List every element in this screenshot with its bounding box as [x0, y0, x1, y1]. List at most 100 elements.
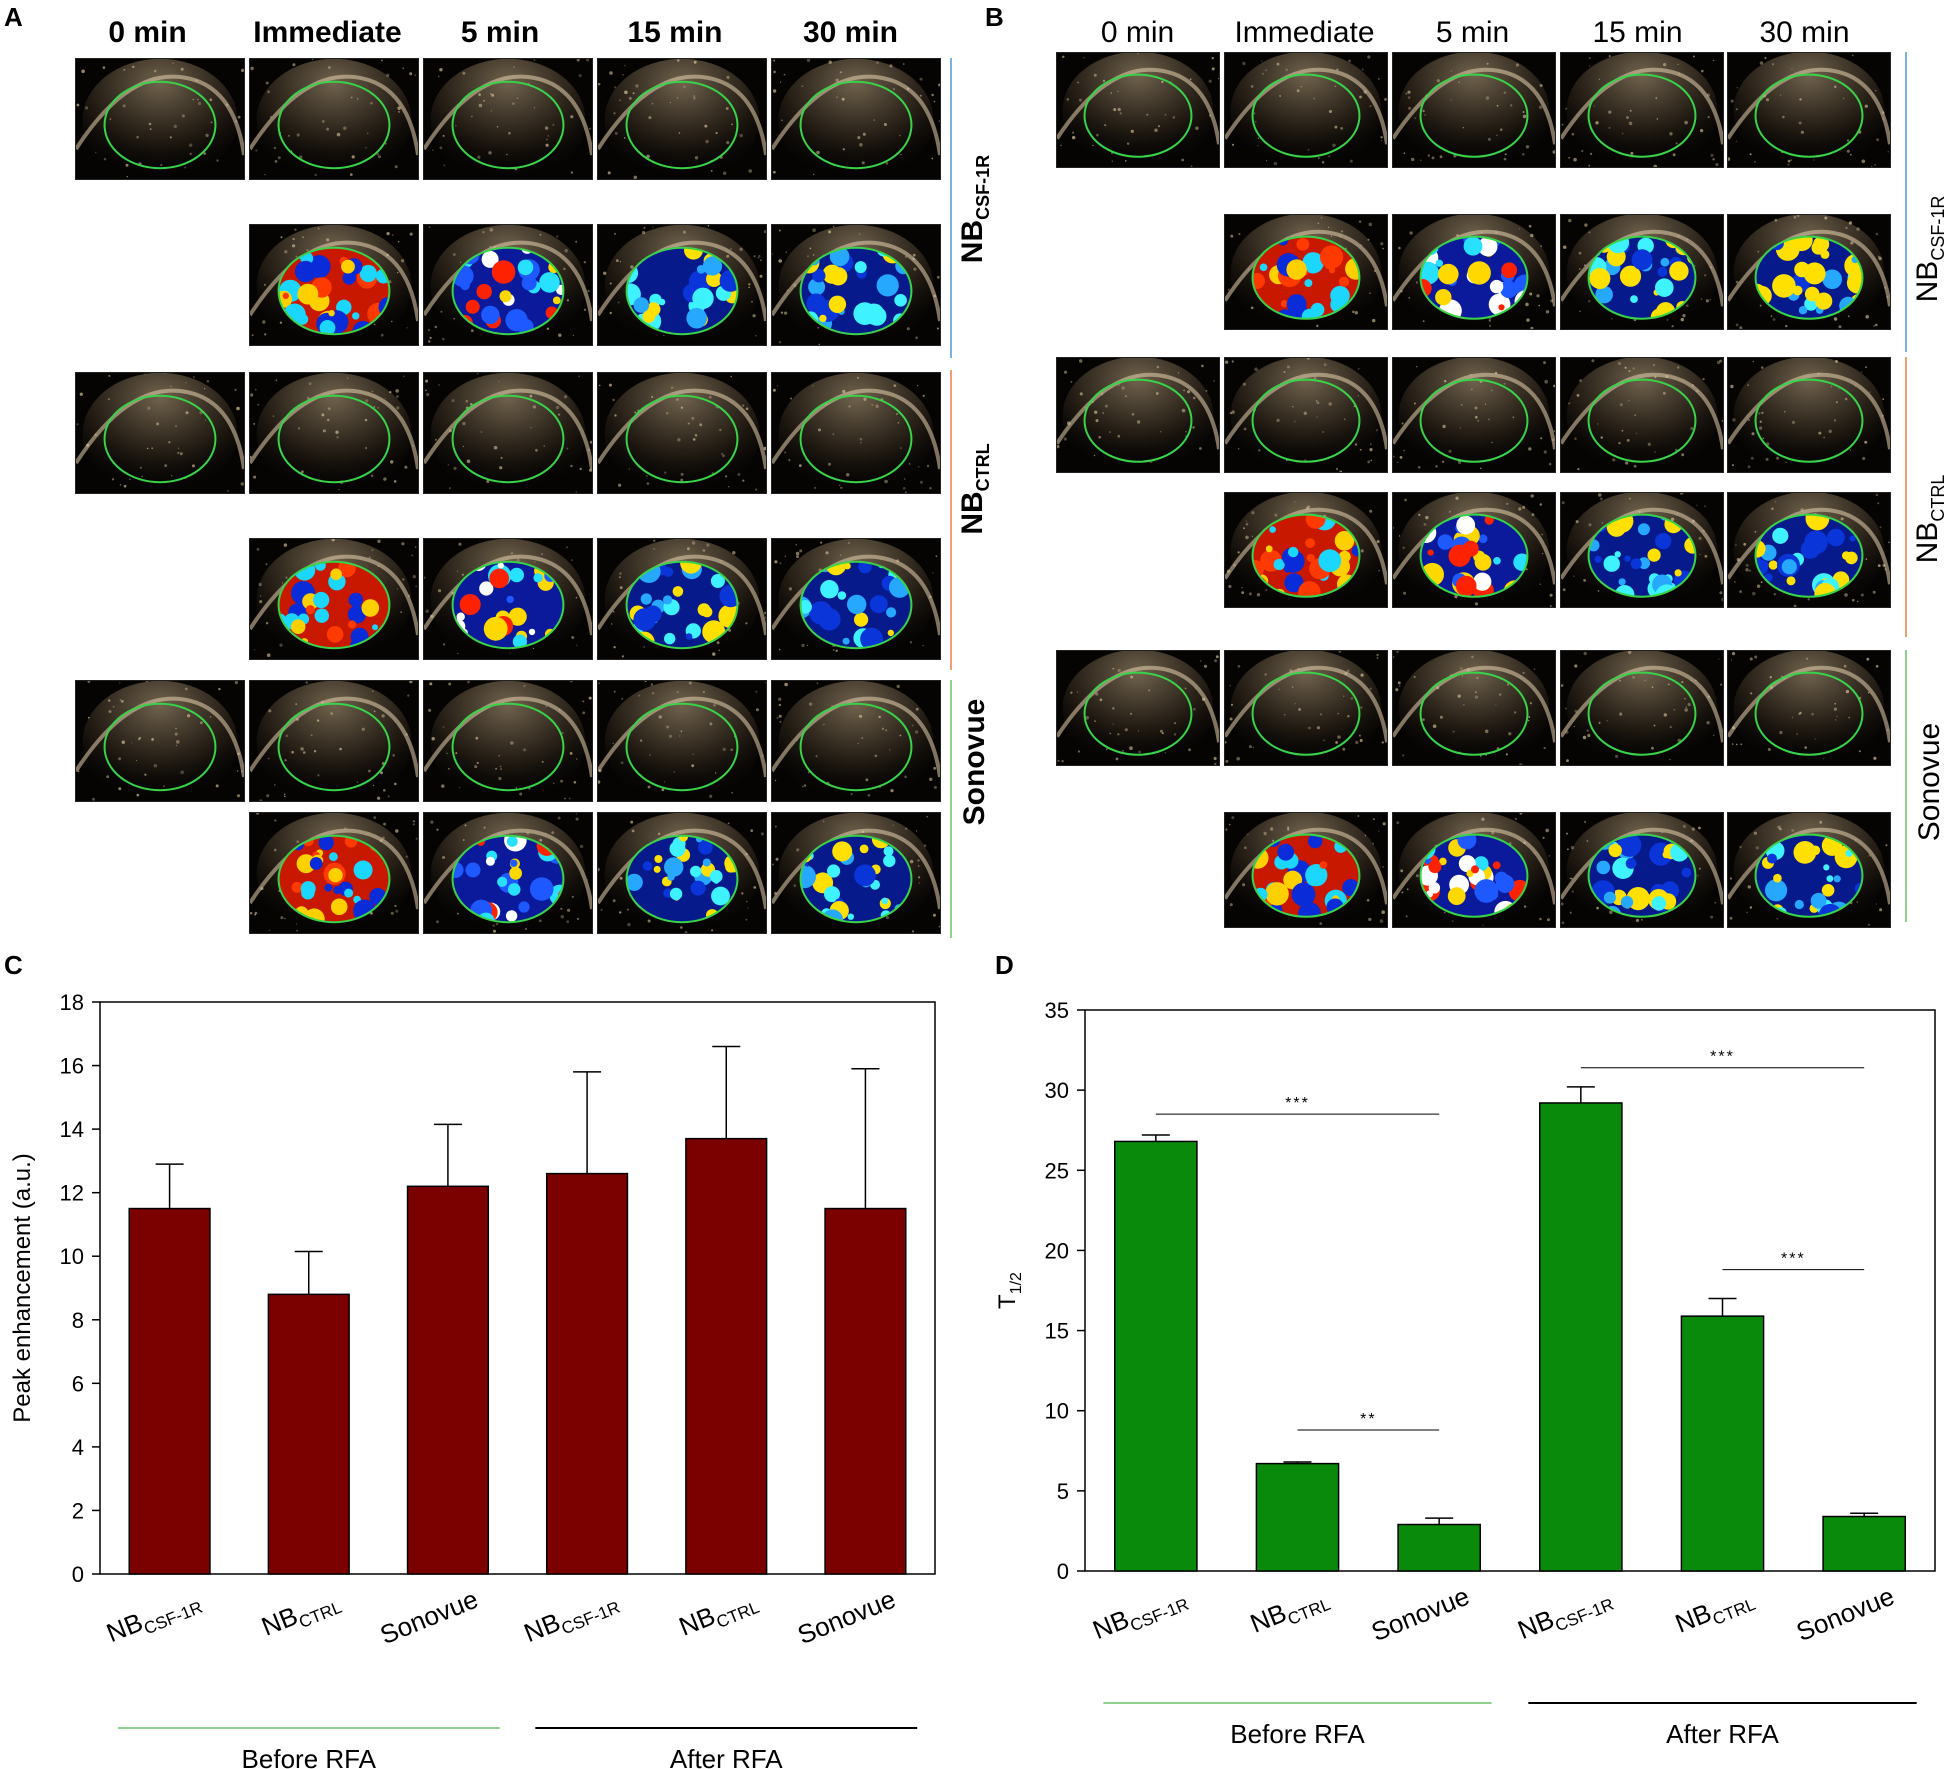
significance-stars: *** — [1781, 1251, 1806, 1268]
ultrasound-image — [1727, 650, 1891, 766]
ultrasound-image — [1727, 357, 1891, 473]
contrast-heatmap-image — [771, 812, 941, 934]
y-tick-label: 4 — [72, 1435, 84, 1460]
x-tick-label: Sonovue — [793, 1584, 899, 1650]
panel-b-row-label-nbctrl: NBCTRL — [1911, 474, 1948, 564]
panel-b-bracket-nbcsf — [1905, 52, 1907, 352]
contrast-heatmap-image — [1727, 812, 1891, 928]
ultrasound-image — [423, 58, 593, 180]
x-tick-label: NBCTRL — [675, 1584, 762, 1646]
x-tick-label: NBCSF-1R — [520, 1584, 623, 1652]
panel-a-row-label-sonovue: Sonovue — [958, 698, 991, 826]
ultrasound-image — [1224, 357, 1388, 473]
contrast-heatmap-image — [423, 538, 593, 660]
ultrasound-image — [1224, 650, 1388, 766]
plot-frame — [99, 1001, 936, 1575]
panel-a-col-header: 30 min — [802, 16, 899, 49]
contrast-heatmap-image — [1727, 492, 1891, 608]
panel-b-col-header: 30 min — [1759, 16, 1850, 49]
contrast-heatmap-image — [423, 812, 593, 934]
ultrasound-image — [1392, 357, 1556, 473]
y-tick-label: 35 — [1045, 998, 1069, 1023]
y-axis-label: T1/2 — [994, 1272, 1025, 1309]
ultrasound-image — [597, 680, 767, 802]
ultrasound-image — [1560, 357, 1724, 473]
ultrasound-image — [1056, 357, 1220, 473]
x-tick-label: Sonovue — [1367, 1581, 1473, 1647]
bar — [824, 1207, 907, 1575]
panel-label-d: D — [995, 950, 1014, 980]
group-label: Before RFA — [1230, 1719, 1365, 1749]
bar — [1255, 1462, 1340, 1572]
contrast-heatmap-image — [423, 224, 593, 346]
y-axis-label-sub: 1/2 — [1008, 1272, 1025, 1294]
ultrasound-image — [249, 680, 419, 802]
significance-stars: *** — [1710, 1049, 1735, 1066]
group-label: After RFA — [670, 1744, 783, 1769]
ultrasound-image — [1056, 52, 1220, 168]
ultrasound-image — [1056, 650, 1220, 766]
bar — [128, 1207, 211, 1575]
panel-b-bracket-sonovue — [1905, 650, 1907, 922]
y-axis-label: Peak enhancement (a.u.) — [9, 1153, 36, 1423]
ultrasound-image — [1560, 52, 1724, 168]
x-tick-label-sub: CTRL — [1285, 1595, 1333, 1629]
ultrasound-image — [1392, 52, 1556, 168]
contrast-heatmap-image — [1224, 214, 1388, 330]
bar — [685, 1137, 768, 1575]
y-tick-label: 8 — [72, 1308, 84, 1333]
panel-b-col-header: 0 min — [1100, 16, 1175, 49]
x-tick-label: Sonovue — [1792, 1581, 1898, 1647]
y-tick-label: 10 — [1045, 1399, 1069, 1424]
panel-a-row-label-nbctrl: NBCTRL — [956, 443, 993, 535]
x-tick-label-sub: CSF-1R — [1553, 1595, 1617, 1636]
ultrasound-image — [75, 58, 245, 180]
x-tick-label-sub: CSF-1R — [1128, 1595, 1192, 1636]
ultrasound-image — [1560, 650, 1724, 766]
ultrasound-image — [249, 58, 419, 180]
significance-stars: *** — [1285, 1095, 1310, 1112]
panel-b-col-header: Immediate — [1234, 16, 1375, 49]
ultrasound-image — [771, 680, 941, 802]
contrast-heatmap-image — [1392, 214, 1556, 330]
significance-stars: ** — [1360, 1411, 1376, 1428]
contrast-heatmap-image — [1560, 812, 1724, 928]
bar — [1397, 1523, 1482, 1572]
panel-b-row-label-sonovue: Sonovue — [1913, 722, 1946, 842]
contrast-heatmap-image — [597, 224, 767, 346]
panel-label-b: B — [985, 2, 1004, 32]
panel-b-row-label-nbcsf: NBCSF-1R — [1911, 195, 1948, 303]
y-tick-label: 25 — [1045, 1158, 1069, 1183]
y-tick-label: 12 — [60, 1181, 84, 1206]
panel-a-col-header: 0 min — [108, 16, 187, 49]
x-tick-label: NBCSF-1R — [102, 1584, 205, 1652]
y-tick-label: 15 — [1045, 1319, 1069, 1344]
bar — [545, 1172, 629, 1575]
bar — [1114, 1140, 1198, 1572]
panel-a-col-header: 15 min — [627, 16, 723, 49]
ultrasound-image — [249, 372, 419, 494]
panel-a-bracket-sonovue — [950, 680, 952, 938]
ultrasound-image — [771, 58, 941, 180]
group-label: Before RFA — [242, 1744, 377, 1769]
ultrasound-image — [1727, 52, 1891, 168]
y-tick-label: 10 — [60, 1244, 84, 1269]
panel-b-bracket-nbctrl — [1905, 357, 1907, 637]
contrast-heatmap-image — [597, 538, 767, 660]
ultrasound-image — [423, 372, 593, 494]
ultrasound-image — [597, 372, 767, 494]
y-tick-label: 2 — [72, 1498, 84, 1523]
ultrasound-image — [75, 680, 245, 802]
panel-a-col-header: Immediate — [253, 16, 402, 49]
contrast-heatmap-image — [1392, 812, 1556, 928]
panel-a-bracket-nbcsf — [950, 58, 952, 358]
contrast-heatmap-image — [1727, 214, 1891, 330]
bar — [267, 1293, 350, 1575]
panel-a-col-header: 5 min — [460, 16, 540, 49]
ultrasound-image — [1224, 52, 1388, 168]
y-tick-label: 16 — [60, 1054, 84, 1079]
y-tick-label: 5 — [1057, 1479, 1069, 1504]
x-tick-label: Sonovue — [376, 1584, 482, 1650]
bar — [1539, 1102, 1623, 1572]
y-tick-label: 30 — [1045, 1078, 1069, 1103]
